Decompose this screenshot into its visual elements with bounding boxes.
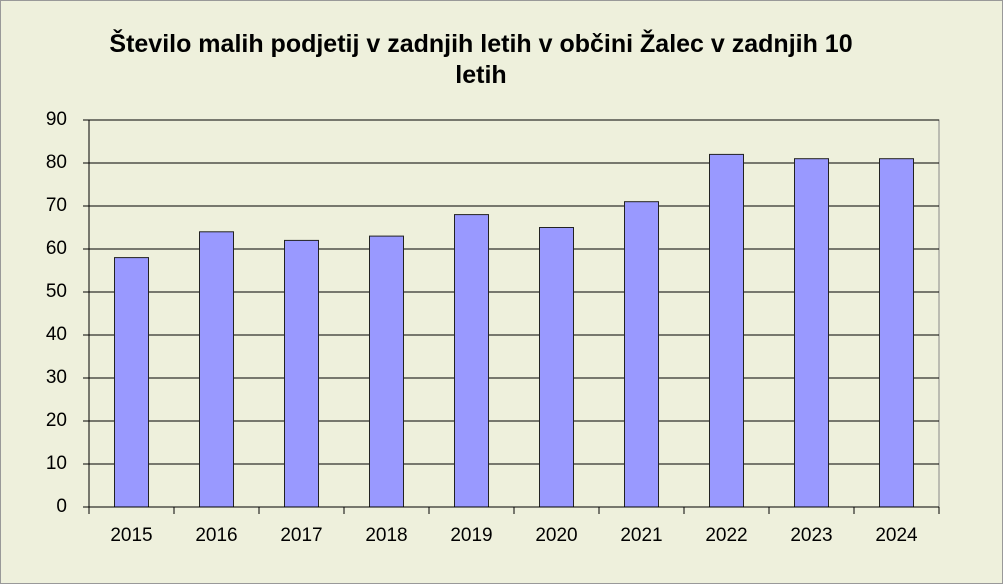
x-tick-label: 2020 [535,525,577,546]
bar [624,201,659,508]
y-tick-label: 10 [46,453,67,474]
y-tick-label: 60 [46,238,67,259]
x-tick-label: 2015 [110,525,152,546]
x-tick-label: 2018 [365,525,407,546]
x-tick-label: 2017 [280,525,322,546]
x-tick-label: 2024 [875,525,918,546]
bar [879,158,914,508]
x-tick-label: 2019 [450,525,492,546]
x-tick-label: 2021 [620,525,662,546]
y-tick-label: 30 [46,367,67,388]
x-tick-label: 2023 [790,525,832,546]
y-tick-label: 40 [46,324,67,345]
x-tick-label: 2022 [705,525,747,546]
bar [284,239,319,508]
x-tick-label: 2016 [195,525,237,546]
y-tick-label: 70 [46,195,67,216]
bar [709,153,744,508]
bar [539,227,574,508]
bar [199,231,234,508]
bar [454,214,489,508]
y-tick-label: 50 [46,281,67,302]
y-tick-label: 90 [46,109,67,130]
y-tick-label: 80 [46,152,67,173]
y-tick-label: 20 [46,410,67,431]
bar [794,158,829,508]
bar [369,235,404,508]
bar [114,257,149,508]
y-tick-label: 0 [56,496,67,517]
chart-title: Število malih podjetij v zadnjih letih v… [109,30,853,89]
